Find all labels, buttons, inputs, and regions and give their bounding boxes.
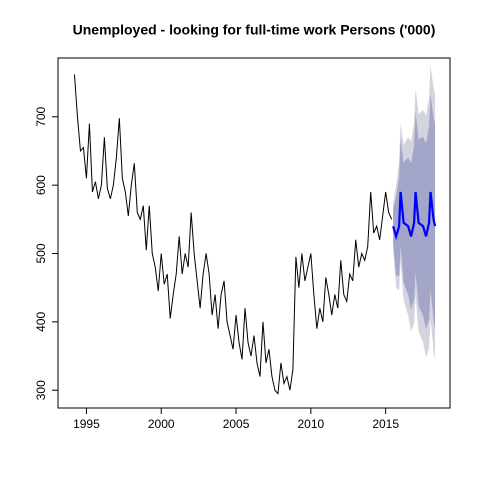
y-tick-label: 700 [34, 106, 48, 126]
x-tick-label: 1995 [73, 417, 100, 431]
x-tick-label: 2015 [372, 417, 399, 431]
x-tick-label: 2000 [148, 417, 175, 431]
y-tick-label: 600 [34, 175, 48, 195]
x-tick-label: 2010 [298, 417, 325, 431]
series-line [392, 191, 437, 241]
plot-frame [57, 57, 451, 409]
y-tick-label: 300 [34, 380, 48, 400]
series-line [73, 74, 393, 395]
x-tick-label: 2005 [223, 417, 250, 431]
chart-title: Unemployed - looking for full-time work … [73, 22, 436, 38]
y-tick-label: 400 [34, 312, 48, 332]
y-tick-label: 500 [34, 243, 48, 263]
